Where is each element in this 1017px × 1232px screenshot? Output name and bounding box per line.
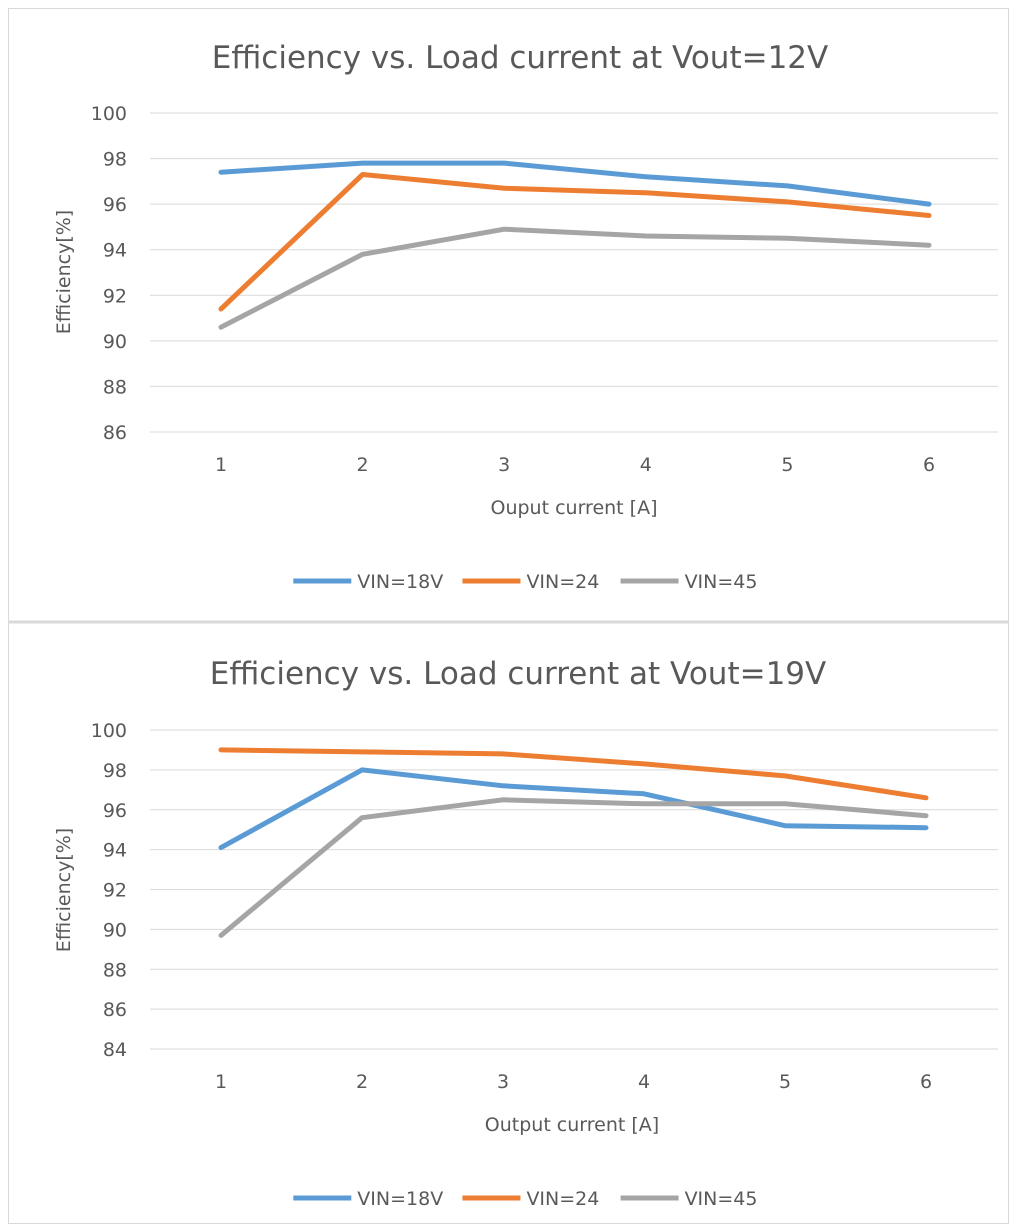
series-line-vin-18v <box>218 767 929 851</box>
gridlines <box>150 729 998 1050</box>
x-tick-labels: 1 2 3 4 5 6 <box>215 454 935 476</box>
y-tick-label: 84 <box>103 1039 127 1061</box>
x-tick-label: 2 <box>357 454 369 476</box>
y-tick-label: 98 <box>103 149 127 171</box>
series-line-vin-24 <box>218 747 929 801</box>
series-lines <box>218 160 932 330</box>
x-tick-label: 4 <box>638 1071 650 1093</box>
figure-border <box>8 8 1009 1224</box>
legend: VIN=18V VIN=24 VIN=45 <box>293 571 757 593</box>
gridlines <box>150 112 998 433</box>
x-axis-label: Output current [A] <box>485 1114 659 1136</box>
series-line-vin-45 <box>218 797 929 938</box>
y-tick-label: 90 <box>103 331 127 353</box>
x-tick-label: 1 <box>215 454 227 476</box>
y-tick-label: 86 <box>103 422 127 444</box>
chart-title: Efficiency vs. Load current at Vout=19V <box>210 656 827 692</box>
y-axis-label: Efficiency[%] <box>53 210 75 334</box>
legend-label-vin-45: VIN=45 <box>685 571 758 593</box>
x-tick-labels: 1 2 3 4 5 6 <box>215 1071 932 1093</box>
y-tick-label: 86 <box>103 999 127 1021</box>
x-tick-label: 6 <box>920 1071 932 1093</box>
legend-label-vin-18v: VIN=18V <box>357 1188 443 1210</box>
series-line-vin-18v <box>218 160 932 207</box>
legend-label-vin-24: VIN=24 <box>526 1188 599 1210</box>
legend-label-vin-18v: VIN=18V <box>357 571 443 593</box>
y-tick-label: 100 <box>91 720 127 742</box>
x-tick-label: 4 <box>640 454 652 476</box>
legend-label-vin-45: VIN=45 <box>685 1188 758 1210</box>
series-lines <box>218 747 929 938</box>
series-line-vin-24 <box>218 172 932 312</box>
y-tick-label: 88 <box>103 959 127 981</box>
x-tick-label: 2 <box>356 1071 368 1093</box>
y-tick-label: 90 <box>103 919 127 941</box>
y-tick-label: 96 <box>103 194 127 216</box>
x-tick-label: 5 <box>781 454 793 476</box>
x-tick-label: 5 <box>779 1071 791 1093</box>
x-tick-label: 3 <box>497 1071 509 1093</box>
chart-title: Efficiency vs. Load current at Vout=12V <box>212 40 829 76</box>
x-axis-label: Ouput current [A] <box>491 497 658 519</box>
chart-vout-19v: Efficiency vs. Load current at Vout=19V … <box>53 656 998 1210</box>
y-axis-label: Efficiency[%] <box>53 828 75 952</box>
x-tick-label: 6 <box>923 454 935 476</box>
legend-label-vin-24: VIN=24 <box>526 571 599 593</box>
y-tick-label: 92 <box>103 880 127 902</box>
y-tick-labels: 86 88 90 92 94 96 98 100 <box>91 103 127 444</box>
x-tick-label: 3 <box>498 454 510 476</box>
y-tick-label: 88 <box>103 376 127 398</box>
y-tick-label: 94 <box>103 840 127 862</box>
legend: VIN=18V VIN=24 VIN=45 <box>293 1188 757 1210</box>
y-tick-label: 100 <box>91 103 127 125</box>
y-tick-label: 96 <box>103 800 127 822</box>
y-tick-label: 98 <box>103 760 127 782</box>
y-tick-label: 92 <box>103 285 127 307</box>
y-tick-label: 94 <box>103 240 127 262</box>
chart-vout-12v: Efficiency vs. Load current at Vout=12V … <box>53 40 998 593</box>
y-tick-labels: 84 86 88 90 92 94 96 98 100 <box>91 720 127 1061</box>
x-tick-label: 1 <box>215 1071 227 1093</box>
series-line-vin-45 <box>218 226 932 330</box>
